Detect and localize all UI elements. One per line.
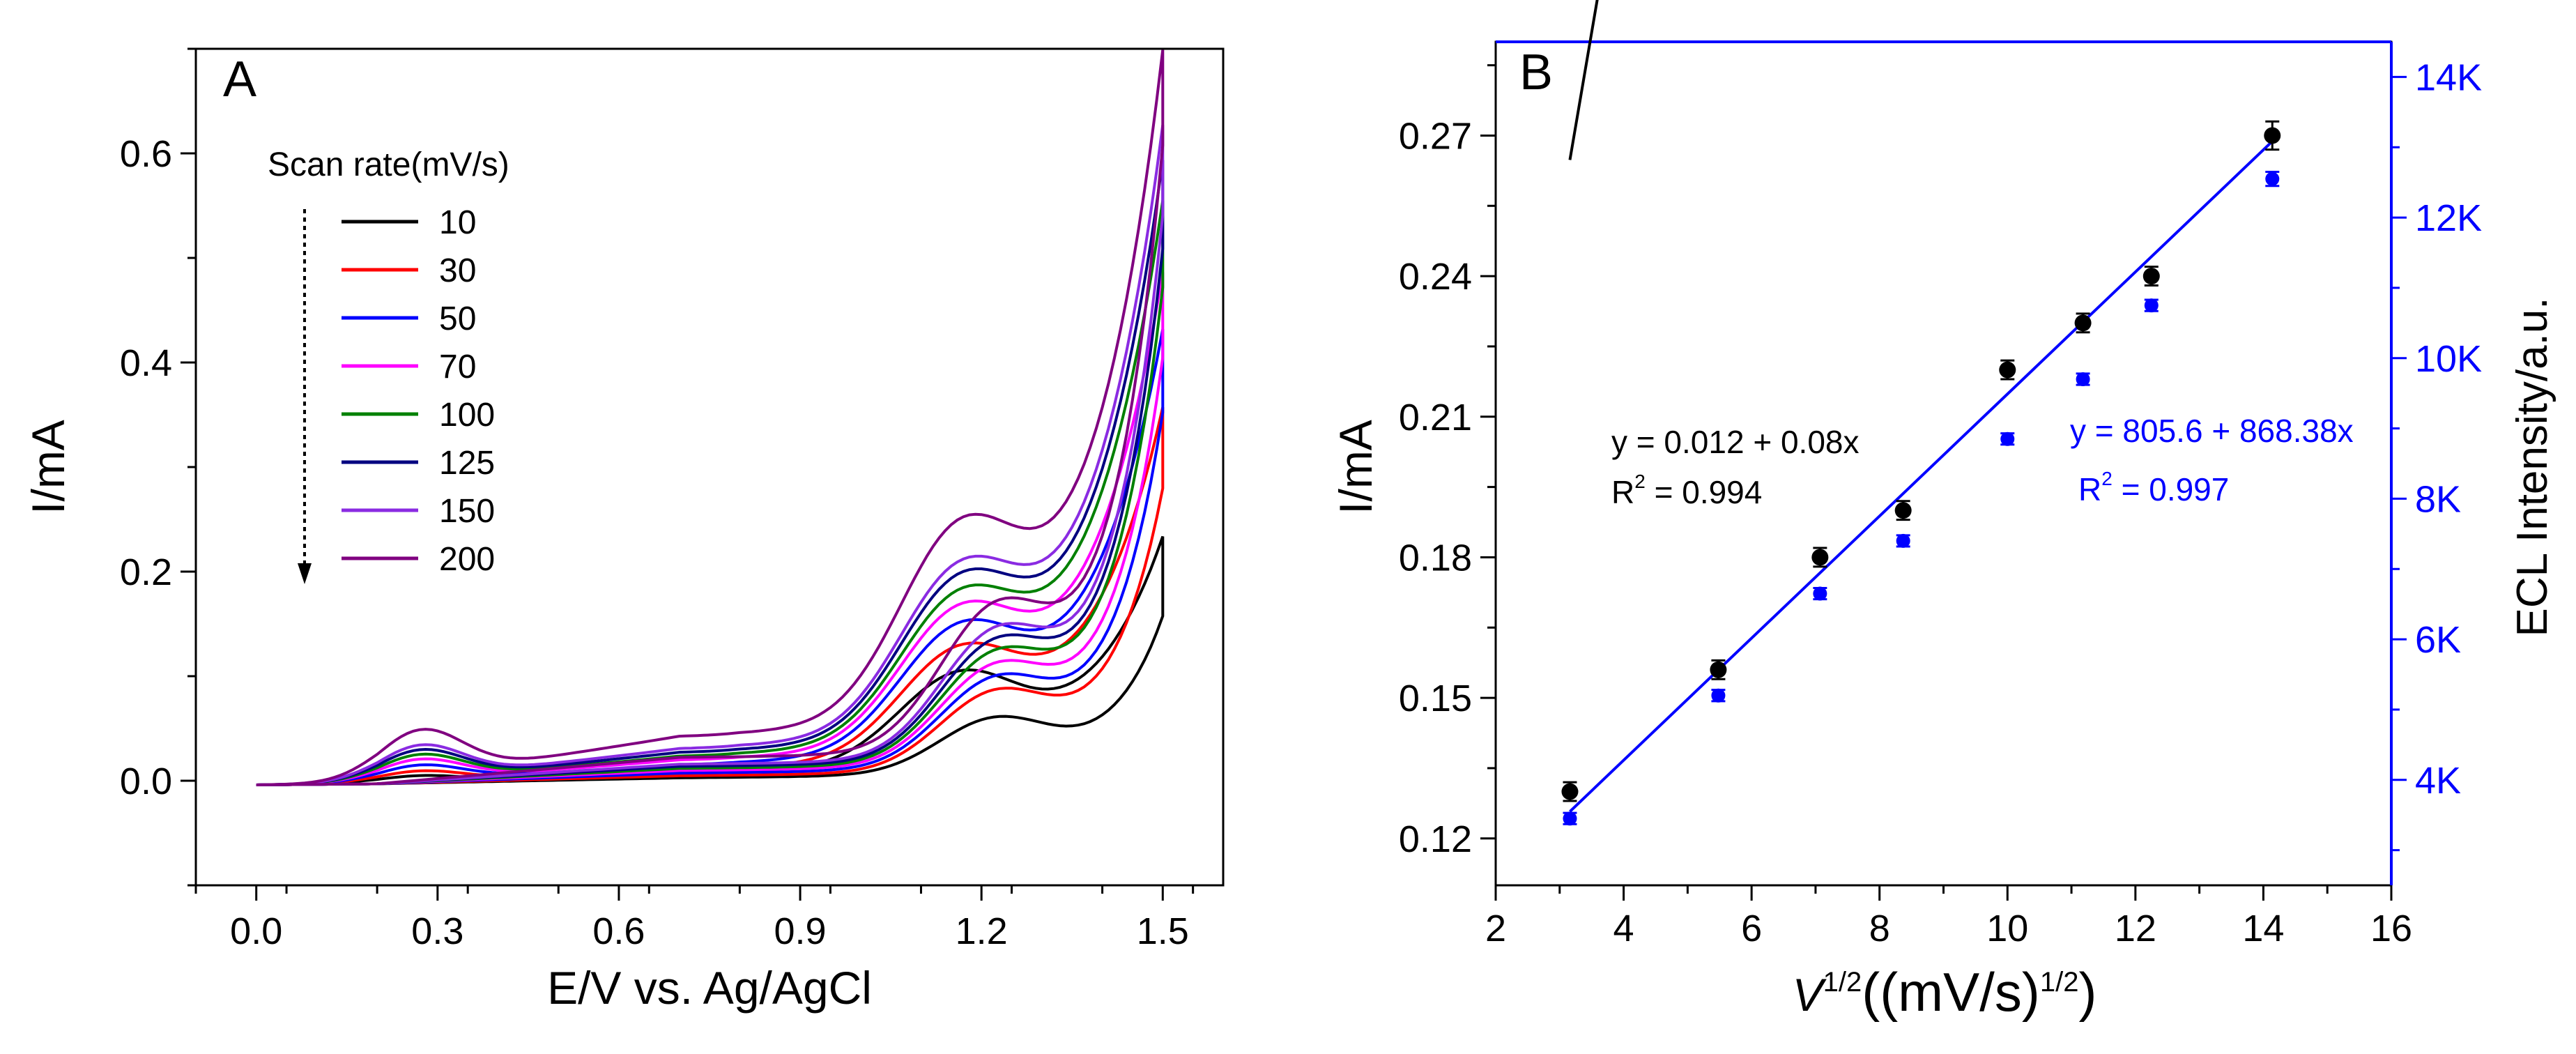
y2-tick-label: 8K bbox=[2415, 478, 2461, 520]
panel-b-y-axis-label: I/mA bbox=[1330, 420, 1381, 514]
legend-entry: 200 bbox=[439, 541, 495, 578]
ecl-data-point bbox=[1711, 688, 1726, 703]
y-tick-label: 0.21 bbox=[1399, 397, 1472, 438]
x-tick-label: 2 bbox=[1485, 908, 1506, 949]
ecl-data-point bbox=[2144, 298, 2159, 313]
x-tick-label: 0.0 bbox=[230, 910, 282, 952]
y2-tick-label: 10K bbox=[2415, 338, 2482, 380]
legend-entry: 150 bbox=[439, 493, 495, 530]
ecl-fit-line bbox=[1569, 140, 2274, 813]
panel-b-chart: B 2 4 6 8 10 12 14 16 0.120.150.180.210.240.27 … bbox=[1330, 0, 2556, 1023]
legend-entry: 100 bbox=[439, 397, 495, 434]
panel-a-x-axis: 0.0 0.3 0.6 0.9 1.2 1.5 bbox=[194, 885, 1195, 952]
y2-tick-label: 6K bbox=[2415, 619, 2461, 661]
x-tick-label: 0.6 bbox=[592, 910, 645, 952]
panel-a-x-axis-label: E/V vs. Ag/AgCl bbox=[547, 962, 872, 1014]
x-tick-label: 16 bbox=[2370, 908, 2412, 949]
panel-a-label: A bbox=[223, 52, 256, 107]
x-tick-label: 14 bbox=[2242, 908, 2284, 949]
x-tick-label: 0.9 bbox=[774, 910, 827, 952]
panel-a-y-axis-label: I/mA bbox=[22, 420, 74, 514]
ecl-data-point bbox=[2000, 431, 2015, 446]
legend-entry: 30 bbox=[439, 252, 476, 289]
panel-b-data-points bbox=[1561, 120, 2281, 826]
cv-curve-100 bbox=[256, 200, 1165, 786]
panel-b-fit-lines bbox=[1568, 0, 2274, 813]
y-tick-label: 0.12 bbox=[1399, 818, 1472, 860]
ecl-data-point bbox=[1813, 586, 1827, 601]
current-fit-r2: R2 = 0.994 bbox=[1611, 471, 1762, 510]
x-tick-label: 4 bbox=[1613, 908, 1634, 949]
panel-b-y-axis-left: 0.12 0.15 0.18 0.21 0.24 0.27 bbox=[1399, 64, 1496, 860]
legend-entry: 50 bbox=[439, 300, 476, 337]
current-data-point bbox=[1561, 783, 1579, 800]
cv-curve-150 bbox=[256, 125, 1165, 786]
x-tick-label: 12 bbox=[2115, 908, 2156, 949]
y-tick-label: 0.4 bbox=[120, 342, 172, 384]
x-tick-label: 8 bbox=[1869, 908, 1890, 949]
y2-tick-label: 14K bbox=[2415, 56, 2482, 98]
panel-a-cv-curves bbox=[256, 49, 1165, 786]
panel-b-x-axis: 2 4 6 8 10 12 14 16 bbox=[1485, 885, 2412, 949]
panel-b-label: B bbox=[1519, 45, 1553, 100]
x-tick-label: 1.2 bbox=[956, 910, 1008, 952]
x-tick-label: 1.5 bbox=[1137, 910, 1189, 952]
y-tick-label: 0.6 bbox=[120, 133, 172, 175]
cv-curve-200 bbox=[256, 49, 1165, 786]
current-fit-equation: y = 0.012 + 0.08x bbox=[1611, 424, 1860, 460]
ecl-data-point bbox=[1563, 811, 1577, 826]
y-tick-label: 0.0 bbox=[120, 761, 172, 802]
y-tick-label: 0.15 bbox=[1399, 678, 1472, 719]
legend-entry: 10 bbox=[439, 204, 476, 241]
panel-a-legend: Scan rate(mV/s) 10 30 50 70 100 125 150 200 bbox=[268, 146, 509, 584]
ecl-data-point bbox=[2076, 372, 2090, 386]
panel-b-plot-frame bbox=[1494, 40, 2393, 887]
y-tick-label: 0.27 bbox=[1399, 115, 1472, 157]
current-data-point bbox=[2074, 314, 2092, 332]
y2-tick-label: 12K bbox=[2415, 197, 2482, 239]
current-data-point bbox=[1999, 361, 2016, 379]
y2-tick-label: 4K bbox=[2415, 760, 2461, 802]
panel-b-x-axis-label: V1/2((mV/s)1/2) bbox=[1793, 961, 2097, 1023]
x-tick-label: 10 bbox=[1986, 908, 2028, 949]
current-data-point bbox=[2142, 268, 2160, 285]
x-tick-label: 0.3 bbox=[411, 910, 463, 952]
legend-entry: 70 bbox=[439, 349, 476, 385]
current-data-point bbox=[1710, 661, 1727, 678]
y-tick-label: 0.2 bbox=[120, 551, 172, 593]
current-data-point bbox=[1894, 502, 1912, 519]
current-data-point bbox=[2264, 127, 2281, 144]
panel-a-y-axis: 0.0 0.2 0.4 0.6 bbox=[120, 47, 196, 887]
panel-b-y2-axis-label: ECL Intensity/a.u. bbox=[2508, 297, 2556, 636]
ecl-data-point bbox=[1896, 533, 1910, 548]
ecl-fit-r2: R2 = 0.997 bbox=[2078, 468, 2229, 507]
scan-direction-arrow-icon bbox=[298, 563, 312, 584]
panel-b-y-axis-right: 4K 6K 8K 10K 12K 14K bbox=[2391, 56, 2482, 852]
x-tick-label: 6 bbox=[1741, 908, 1762, 949]
panel-a-chart: A 0.0 0.3 0.6 0.9 1.2 1.5 0.0 0.2 0.4 0.6 E/V vs… bbox=[22, 47, 1225, 1014]
legend-title: Scan rate(mV/s) bbox=[268, 146, 509, 183]
ecl-data-point bbox=[2265, 171, 2280, 186]
y-tick-label: 0.18 bbox=[1399, 537, 1472, 579]
current-fit-line bbox=[1568, 0, 1599, 160]
legend-entry: 125 bbox=[439, 445, 495, 482]
y-tick-label: 0.24 bbox=[1399, 256, 1472, 298]
current-data-point bbox=[1811, 549, 1829, 566]
ecl-fit-equation: y = 805.6 + 868.38x bbox=[2070, 413, 2354, 449]
